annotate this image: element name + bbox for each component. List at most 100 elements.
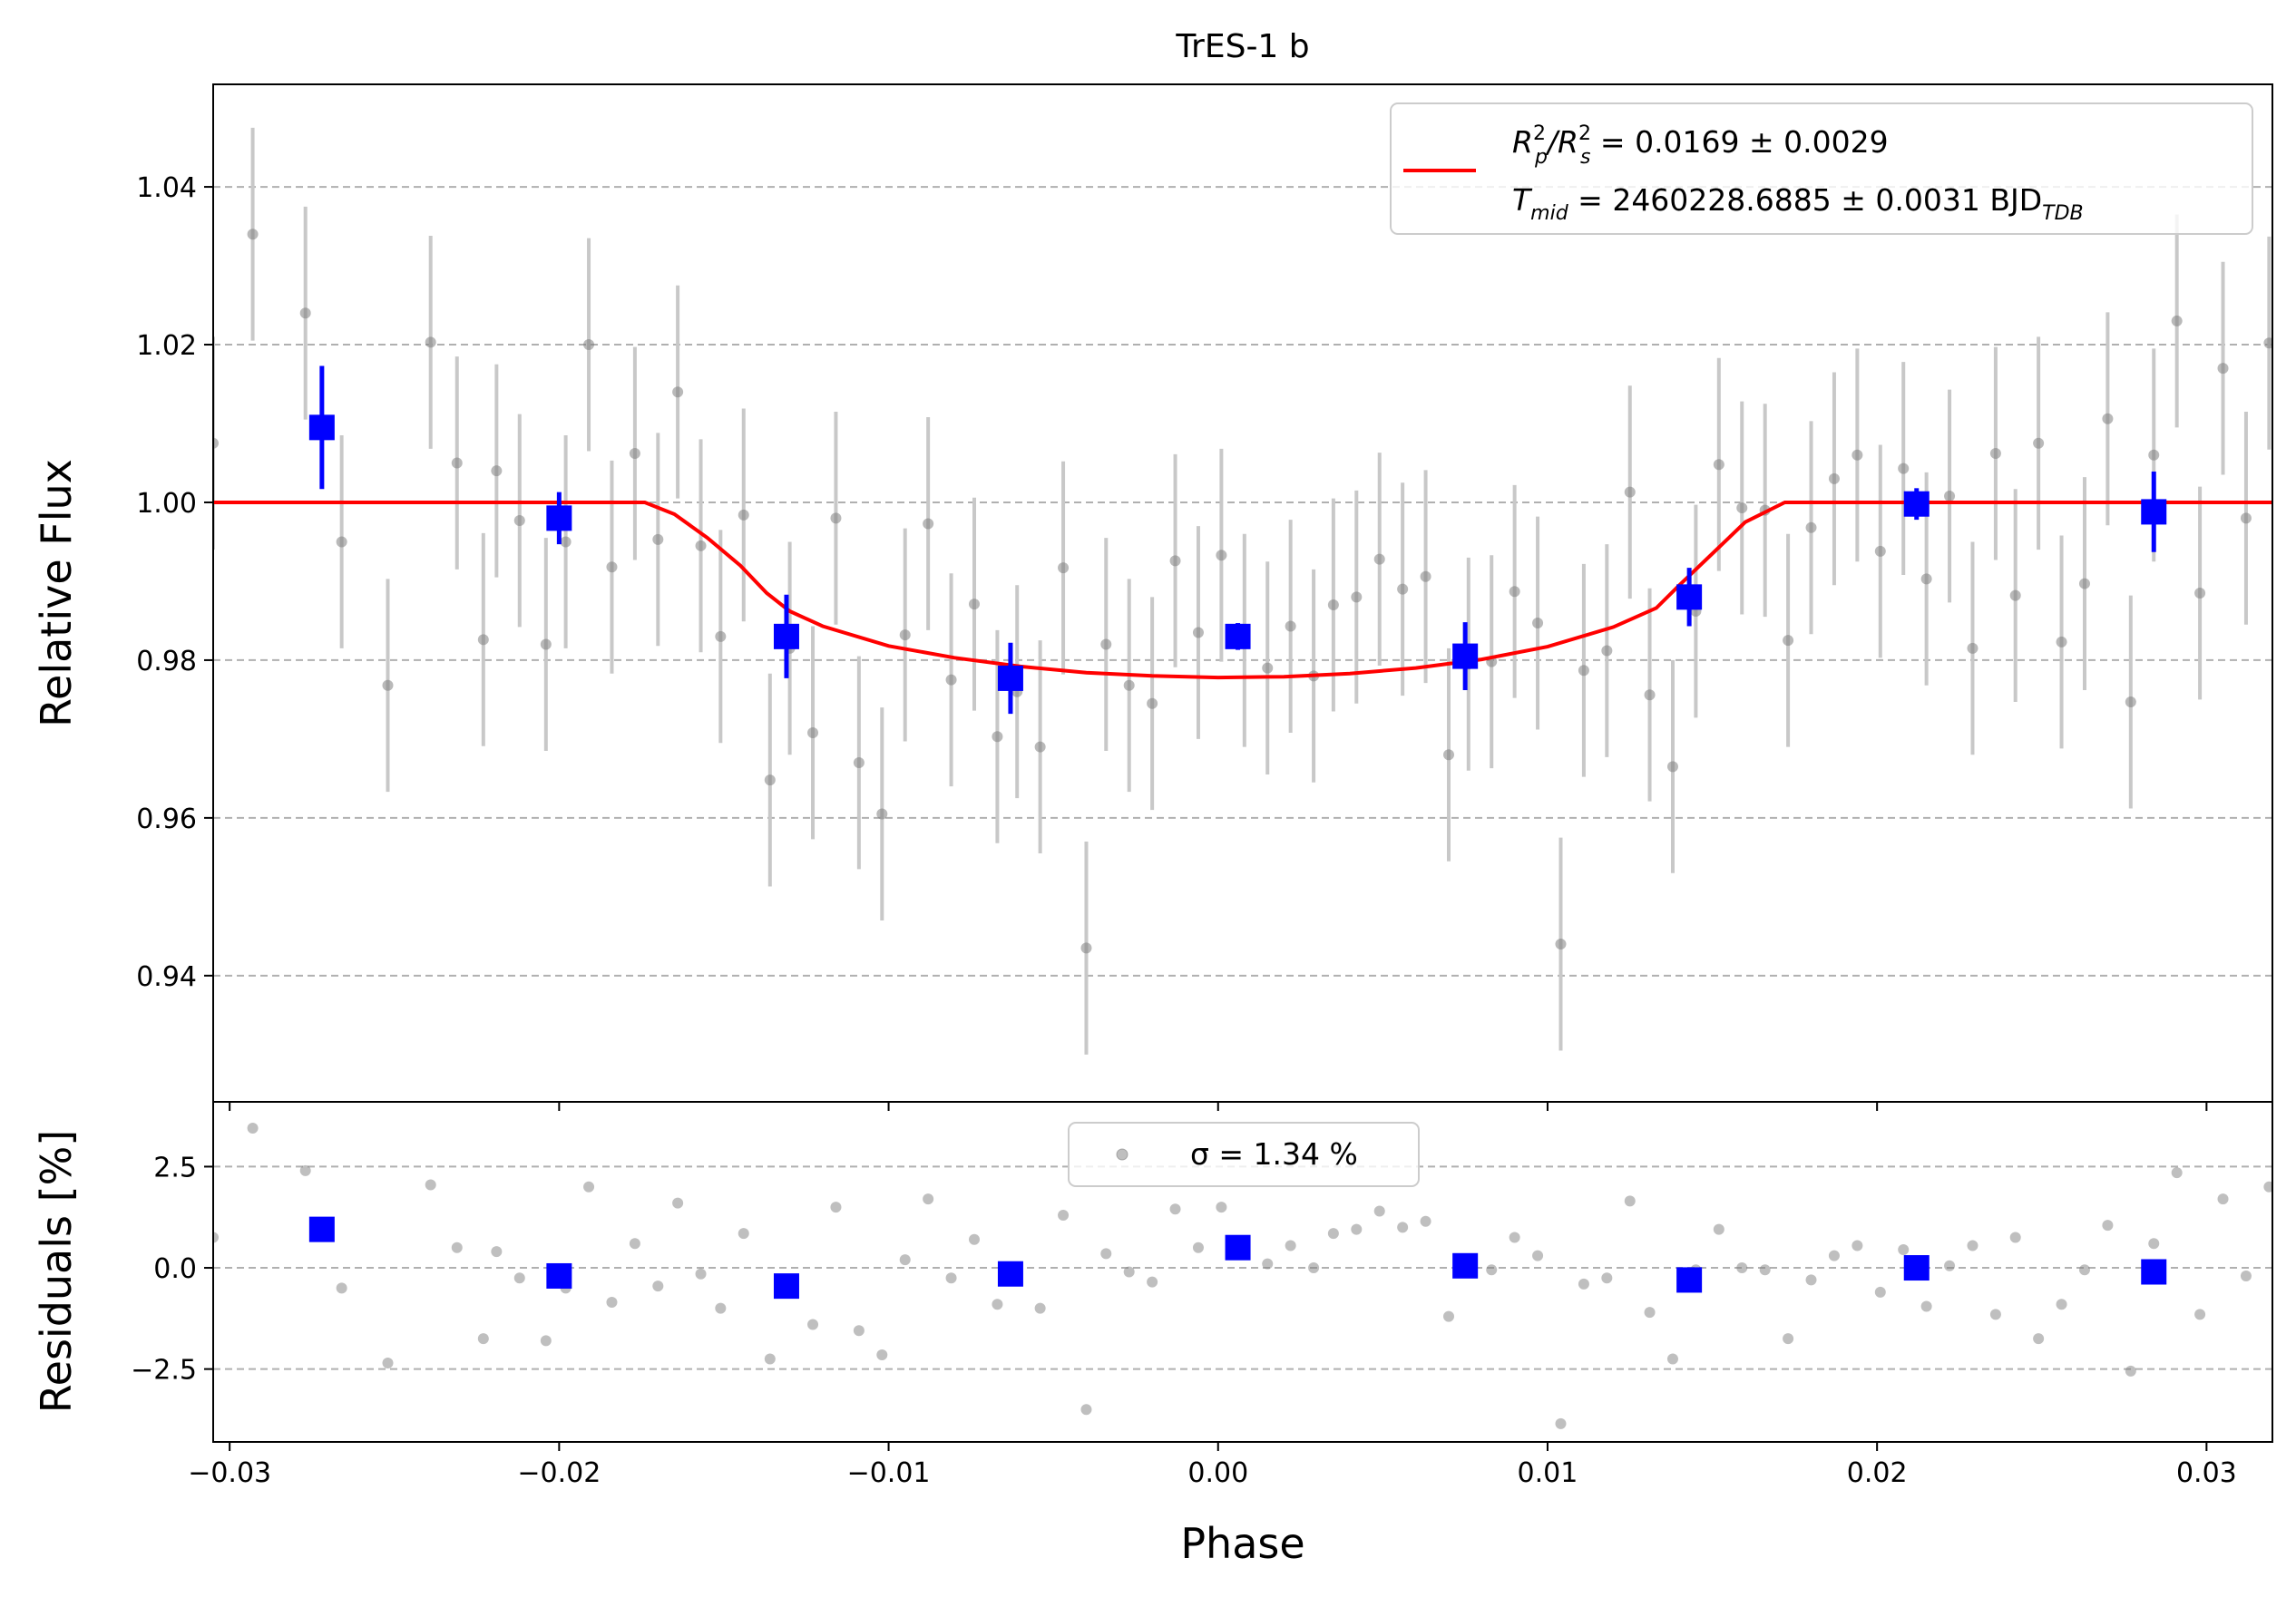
raw-point-24 — [853, 757, 865, 768]
raw-point-39 — [1192, 627, 1204, 638]
residual-point-23 — [830, 1202, 842, 1213]
residual-point-4 — [382, 1357, 394, 1368]
residual-point-68 — [1851, 1240, 1863, 1251]
legend-radius-ratio: R2 p/R2 s = 0.0169 ± 0.0029 — [1512, 122, 1889, 169]
residual-point-84 — [2217, 1193, 2229, 1205]
raw-point-14 — [629, 448, 640, 460]
residual-point-34 — [1080, 1404, 1092, 1416]
residual-point-53 — [1509, 1232, 1520, 1243]
legend-r-symbol: R — [1512, 124, 1533, 160]
raw-point-53 — [1509, 586, 1520, 598]
xtick-label-2: −0.01 — [847, 1457, 931, 1489]
raw-point-66 — [1805, 521, 1817, 533]
residual-point-57 — [1601, 1272, 1613, 1284]
raw-point-4 — [382, 679, 394, 691]
residual-point-71 — [1920, 1300, 1932, 1312]
raw-point-73 — [1967, 642, 1978, 654]
residual-point-64 — [1759, 1264, 1771, 1276]
legend-r-value: = 0.0169 ± 0.0029 — [1590, 124, 1888, 160]
main-ytick-label-3: 1.00 — [136, 488, 197, 520]
main-legend: R2 p/R2 s = 0.0169 ± 0.0029 Tmid = 2460228… — [1390, 102, 2253, 235]
raw-point-80 — [2125, 696, 2136, 708]
residual-point-24 — [853, 1325, 865, 1337]
raw-point-0 — [213, 437, 219, 449]
legend-r-sub1: p — [1534, 146, 1548, 169]
residual-point-62 — [1713, 1223, 1724, 1235]
raw-point-13 — [606, 561, 618, 573]
residual-gridlines — [213, 1165, 2272, 1370]
residual-point-18 — [715, 1302, 727, 1314]
xtick-label-4: 0.01 — [1518, 1457, 1578, 1489]
residual-point-81 — [2148, 1238, 2160, 1250]
residual-point-45 — [1327, 1228, 1339, 1240]
residual-binned-point-0 — [308, 1216, 335, 1242]
residual-point-77 — [2056, 1299, 2067, 1310]
xtick-label-1: −0.02 — [517, 1457, 601, 1489]
legend-tmid: Tmid = 2460228.6885 ± 0.0031 BJDTDB — [1512, 182, 2084, 225]
residual-point-38 — [1169, 1203, 1181, 1215]
residual-binned-point-8 — [2141, 1259, 2167, 1285]
raw-point-22 — [807, 726, 819, 738]
residual-point-36 — [1123, 1266, 1135, 1278]
residual-point-20 — [764, 1353, 776, 1365]
raw-point-28 — [945, 674, 957, 686]
legend-t-unit-sub: TDB — [2042, 202, 2083, 225]
raw-point-1 — [247, 229, 259, 240]
xtick-label-0: −0.03 — [188, 1457, 271, 1489]
raw-point-47 — [1373, 553, 1385, 565]
residual-point-26 — [899, 1254, 911, 1266]
binned-point-6 — [1676, 584, 1703, 610]
residual-point-76 — [2033, 1333, 2045, 1345]
residual-point-46 — [1351, 1223, 1363, 1235]
xtick-label-5: 0.02 — [1847, 1457, 1908, 1489]
residual-plot-area — [213, 1123, 2272, 1429]
residual-point-80 — [2125, 1365, 2136, 1377]
residual-point-54 — [1532, 1250, 1544, 1261]
raw-point-42 — [1262, 662, 1274, 674]
residual-ytick-label-2: 2.5 — [153, 1152, 197, 1183]
raw-point-11 — [560, 536, 572, 548]
raw-point-48 — [1397, 583, 1409, 595]
raw-point-83 — [2194, 588, 2206, 599]
raw-point-78 — [2078, 578, 2090, 589]
residual-point-15 — [652, 1281, 664, 1292]
raw-point-81 — [2148, 449, 2160, 461]
residual-ytick-label-1: 0.0 — [153, 1253, 197, 1285]
residual-point-73 — [1967, 1240, 1978, 1251]
raw-point-15 — [652, 533, 664, 545]
residual-point-48 — [1397, 1222, 1409, 1233]
residual-point-12 — [583, 1181, 595, 1193]
residual-point-79 — [2102, 1220, 2114, 1232]
residual-legend-label: σ = 1.34 % — [1190, 1136, 1358, 1172]
raw-point-26 — [899, 629, 911, 641]
raw-point-59 — [1644, 689, 1656, 701]
raw-point-35 — [1100, 638, 1112, 650]
residual-point-14 — [629, 1238, 640, 1250]
legend-r-sub2: s — [1580, 146, 1590, 169]
legend-t-symbol: T — [1512, 182, 1533, 218]
residual-point-13 — [606, 1296, 618, 1308]
raw-point-63 — [1736, 502, 1748, 514]
residual-point-17 — [695, 1268, 707, 1280]
raw-point-65 — [1783, 635, 1794, 647]
raw-point-60 — [1666, 761, 1678, 773]
residual-point-66 — [1805, 1274, 1817, 1286]
legend-r-sup1: 2 — [1533, 122, 1546, 145]
raw-point-69 — [1874, 545, 1886, 557]
raw-point-54 — [1532, 618, 1544, 629]
xtick-label-3: 0.00 — [1187, 1457, 1248, 1489]
raw-point-38 — [1169, 555, 1181, 567]
raw-point-8 — [491, 465, 503, 477]
raw-point-12 — [583, 339, 595, 351]
residual-binned-point-3 — [997, 1261, 1023, 1287]
raw-point-50 — [1443, 749, 1454, 761]
legend-t-value: = 2460228.6885 ± 0.0031 BJD — [1568, 182, 2042, 218]
residual-point-10 — [540, 1335, 552, 1347]
residual-point-6 — [451, 1242, 463, 1253]
residual-point-8 — [491, 1246, 503, 1258]
raw-point-5 — [425, 336, 436, 348]
residual-point-29 — [968, 1233, 980, 1245]
residual-binned-point-1 — [546, 1262, 572, 1289]
residual-binned-point-7 — [1903, 1255, 1930, 1281]
main-ytick-label-2: 0.98 — [136, 646, 197, 677]
